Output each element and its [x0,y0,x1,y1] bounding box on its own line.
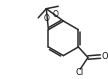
Text: O: O [53,10,59,19]
Text: O: O [43,14,49,23]
Text: O: O [102,52,108,61]
Text: Cl: Cl [75,68,83,77]
